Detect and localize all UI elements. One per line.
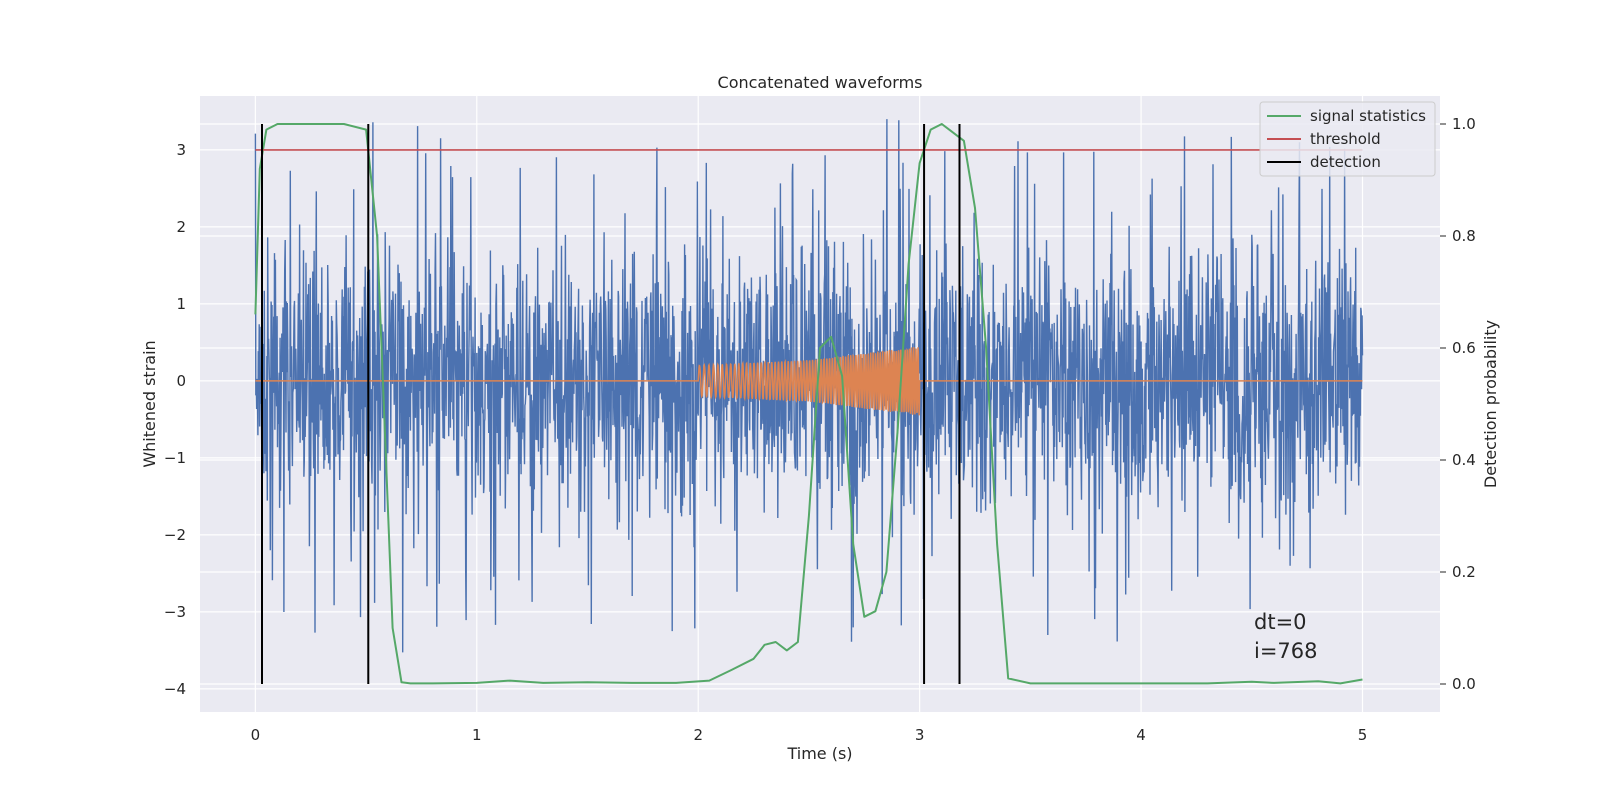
- y2-axis-label: Detection probability: [1481, 320, 1500, 488]
- legend-label-threshold: threshold: [1310, 130, 1381, 148]
- y2-tick-label: 0.0: [1452, 675, 1476, 693]
- legend: signal statistics threshold detection: [1259, 101, 1436, 177]
- y-tick-label: 3: [176, 141, 186, 159]
- x-tick-label: 1: [472, 726, 482, 744]
- signal-statistics-line: [254, 123, 1363, 685]
- y2-tick-label: 0.4: [1452, 451, 1476, 469]
- strain-noise-line: [254, 119, 1364, 653]
- y2-tick-label: 0.6: [1452, 339, 1476, 357]
- x-tick-label: 0: [251, 726, 261, 744]
- y-tick-label: −2: [164, 526, 186, 544]
- x-tick-label: 4: [1136, 726, 1146, 744]
- x-axis-label: Time (s): [786, 744, 852, 763]
- y-axis-label: Whitened strain: [140, 340, 159, 467]
- x-tick-label: 3: [915, 726, 925, 744]
- y-tick-label: 0: [176, 372, 186, 390]
- y2-tick-label: 1.0: [1452, 115, 1476, 133]
- ticks-layer: 0 1 2 3 4 5 −4 −3 −2 −1 0 1 2 3 0.0 0.2 0.4 0.6 0.8 1.0: [164, 115, 1476, 744]
- chart-title: Concatenated waveforms: [718, 73, 923, 92]
- y-tick-label: 2: [176, 218, 186, 236]
- x-tick-label: 5: [1358, 726, 1368, 744]
- y-tick-label: −1: [164, 449, 186, 467]
- legend-label-detection: detection: [1310, 153, 1381, 171]
- template-chirp-line: [255, 347, 1363, 416]
- legend-box: [1259, 101, 1436, 177]
- legend-label-signal-statistics: signal statistics: [1310, 107, 1426, 125]
- y2-tick-label: 0.2: [1452, 563, 1476, 581]
- y-tick-label: −4: [164, 680, 186, 698]
- series-layer: [254, 119, 1364, 685]
- y2-tick-label: 0.8: [1452, 227, 1476, 245]
- annotation-dt: dt=0: [1254, 610, 1307, 634]
- y-tick-label: −3: [164, 603, 186, 621]
- y-tick-label: 1: [176, 295, 186, 313]
- x-tick-label: 2: [693, 726, 703, 744]
- annotation-i: i=768: [1254, 639, 1318, 663]
